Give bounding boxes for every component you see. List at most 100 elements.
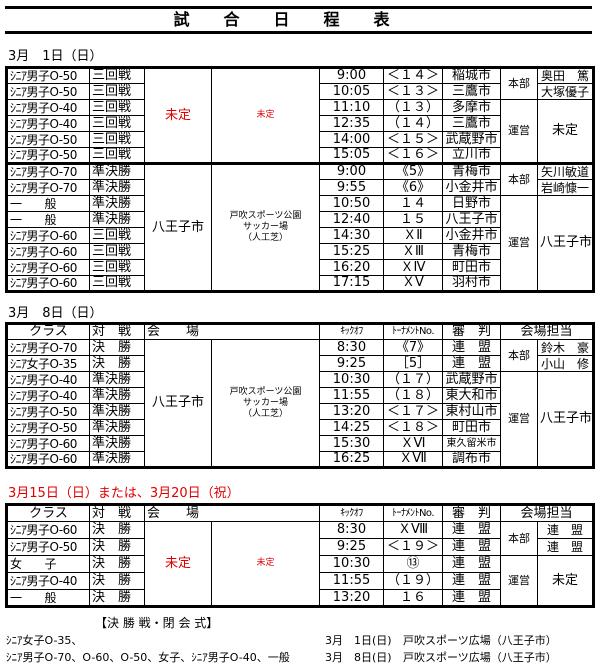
charge-name: 未定: [537, 555, 595, 607]
section-date-mar8: 3月 8日（日）: [8, 306, 103, 321]
kickoff-time: 9:00: [319, 162, 384, 180]
tournament-no: ＸⅧ: [383, 521, 444, 539]
table-row: ｼﾆｱ男子O-60 決 勝未定 未定 8:30 ＸⅧ 連 盟本部連 盟: [6, 521, 595, 607]
tournament-no: ＜１３＞: [383, 83, 443, 100]
match-cell: 決 勝: [89, 555, 145, 573]
referee-cell: 東村山市: [442, 403, 502, 420]
class-cell: ｼﾆｱ男子O-40: [6, 572, 90, 590]
referee-cell: 調布市: [442, 451, 502, 468]
class-cell: ｼﾆｱ男子O-50: [6, 403, 90, 420]
tournament-no: （１７）: [383, 371, 444, 388]
charge-name: 矢川敏道: [537, 162, 594, 180]
charge-name: 小山 修: [537, 355, 595, 372]
charge-name: 連 盟: [537, 538, 595, 556]
tournament-no: （１９）: [383, 572, 444, 590]
header-kickoff: ｷｯｸｵﾌ: [319, 323, 385, 340]
charge-role: 運営: [500, 371, 539, 468]
kickoff-time: 10:50: [319, 195, 384, 212]
tournament-no: ＜１９＞: [383, 538, 444, 556]
schedule-table-mar15-20: クラス対 戦会 場ｷｯｸｵﾌ ﾄｰﾅﾒﾝﾄNo. 審 判会場担当 ｼﾆｱ男子O-60 決…: [5, 503, 596, 608]
match-cell: 準決勝: [89, 435, 145, 452]
table-row: ｼﾆｱ男子O-40 準決勝 10:30 （１７） 武蔵野市 運営 八王子市: [6, 371, 595, 468]
header-kickoff: ｷｯｸｵﾌ: [319, 504, 385, 522]
match-cell: 三回戦: [89, 131, 145, 148]
class-cell: ｼﾆｱ男子O-60: [6, 275, 90, 292]
kickoff-time: 15:05: [319, 147, 384, 164]
kickoff-time: 9:00: [319, 67, 384, 84]
venue-place: 戸吹スポーツ公園 サッカー場 （人工芝）: [210, 339, 321, 468]
class-cell: ｼﾆｱ男子O-40: [6, 99, 90, 116]
referee-cell: 連 盟: [442, 572, 502, 590]
tournament-no: １４: [383, 195, 443, 212]
kickoff-time: 14:00: [319, 131, 384, 148]
charge-name: 奥田 篤: [537, 67, 594, 84]
tournament-no: １５: [383, 211, 443, 228]
referee-cell: 三鷹市: [442, 115, 501, 132]
match-cell: 決 勝: [89, 538, 145, 556]
referee-cell: 連 盟: [442, 589, 502, 607]
class-cell: ｼﾆｱ男子O-50: [6, 419, 90, 436]
class-cell: ｼﾆｱ男子O-40: [6, 115, 90, 132]
footer-title: 【決 勝 戦・閉 会 式】: [95, 616, 219, 630]
table-row: 一 般準決勝 10:50 １４ 日野市 運営 八王子市: [6, 195, 594, 292]
class-cell: ｼﾆｱ男子O-60: [6, 435, 90, 452]
kickoff-time: 14:25: [319, 419, 385, 436]
header-row: クラス対 戦会 場ｷｯｸｵﾌ ﾄｰﾅﾒﾝﾄNo. 審 判会場担当: [6, 323, 595, 340]
tournament-no: ＜１８＞: [383, 419, 444, 436]
kickoff-time: 16:20: [319, 259, 384, 276]
venue-city: 八王子市: [144, 339, 212, 468]
class-cell: ｼﾆｱ男子O-50: [6, 131, 90, 148]
tournament-no: （１３）: [383, 99, 443, 116]
referee-cell: 東久留米市: [442, 435, 502, 452]
tournament-no: ＜１６＞: [383, 147, 443, 164]
kickoff-time: 12:35: [319, 115, 384, 132]
tournament-no: （１８）: [383, 387, 444, 404]
referee-cell: 稲城市: [442, 67, 501, 84]
class-cell: 一 般: [6, 195, 90, 212]
match-cell: 三回戦: [89, 147, 145, 164]
charge-name: 八王子市: [537, 195, 594, 292]
schedule-table-mar8: クラス対 戦会 場ｷｯｸｵﾌ ﾄｰﾅﾒﾝﾄNo. 審 判会場担当 ｼﾆｱ男子O-70 決…: [5, 322, 596, 469]
charge-role: 本部: [500, 67, 538, 100]
header-tournament-no: ﾄｰﾅﾒﾝﾄNo.: [383, 323, 444, 340]
kickoff-time: 13:20: [319, 589, 385, 607]
referee-cell: 連 盟: [442, 355, 502, 372]
tournament-no: ＜１４＞: [383, 67, 443, 84]
tournament-no: 《6》: [383, 179, 443, 196]
match-cell: 決 勝: [89, 572, 145, 590]
kickoff-time: 16:25: [319, 451, 385, 468]
referee-cell: 三鷹市: [442, 83, 501, 100]
kickoff-time: 11:10: [319, 99, 384, 116]
referee-cell: 東大和市: [442, 387, 502, 404]
tournament-no: 《7》: [383, 339, 444, 356]
charge-name: 岩崎慷一: [537, 179, 594, 196]
match-cell: 三回戦: [89, 83, 145, 100]
footer-place-1: 戸吹スポーツ広場（八王子市）: [403, 634, 557, 647]
tournament-no: ＸⅡ: [383, 227, 443, 244]
class-cell: ｼﾆｱ男子O-60: [6, 521, 90, 539]
match-cell: 三回戦: [89, 227, 145, 244]
class-cell: ｼﾆｱ男子O-60: [6, 259, 90, 276]
venue-city: 未定: [144, 67, 212, 164]
table-row: ｼﾆｱ男子O-50 三回戦 未定 未定 9:00 ＜１４＞ 稲城市 本部 奥田 篤: [6, 67, 594, 164]
table-row: ｼﾆｱ男子O-40 三回戦 12:35 （１４） 三鷹市: [6, 115, 594, 132]
page-title: 試合日程表: [5, 6, 592, 34]
tournament-no: ＸⅤ: [383, 275, 443, 292]
schedule-table-mar1: ｼﾆｱ男子O-50 三回戦 未定 未定 9:00 ＜１４＞ 稲城市 本部 奥田 篤ｼﾆｱ男子O-…: [5, 66, 595, 293]
kickoff-time: 8:30: [319, 339, 385, 356]
match-cell: 決 勝: [89, 355, 145, 372]
charge-name: 連 盟: [537, 521, 595, 539]
match-cell: 準決勝: [89, 162, 145, 180]
referee-cell: 小金井市: [442, 227, 501, 244]
header-venue: 会 場: [143, 504, 320, 522]
table-row: ｼﾆｱ男子O-50 三回戦 15:05 ＜１６＞ 立川市: [6, 147, 594, 164]
table-row: ｼﾆｱ男子O-60 三回戦 15:25 ＸⅢ 青梅市: [6, 243, 594, 260]
table-row: ｼﾆｱ男子O-60 準決勝 15:30 ＸⅥ 東久留米市: [6, 435, 594, 452]
charge-role: 本部: [500, 521, 539, 556]
section-date-mar15-20: 3月15日（日）または、3月20日（祝）: [8, 486, 240, 501]
header-class: クラス: [6, 504, 90, 522]
header-referee: 審 判: [442, 504, 502, 522]
match-cell: 決 勝: [89, 589, 145, 607]
referee-cell: 連 盟: [442, 521, 502, 539]
tournament-no: （１４）: [383, 115, 443, 132]
